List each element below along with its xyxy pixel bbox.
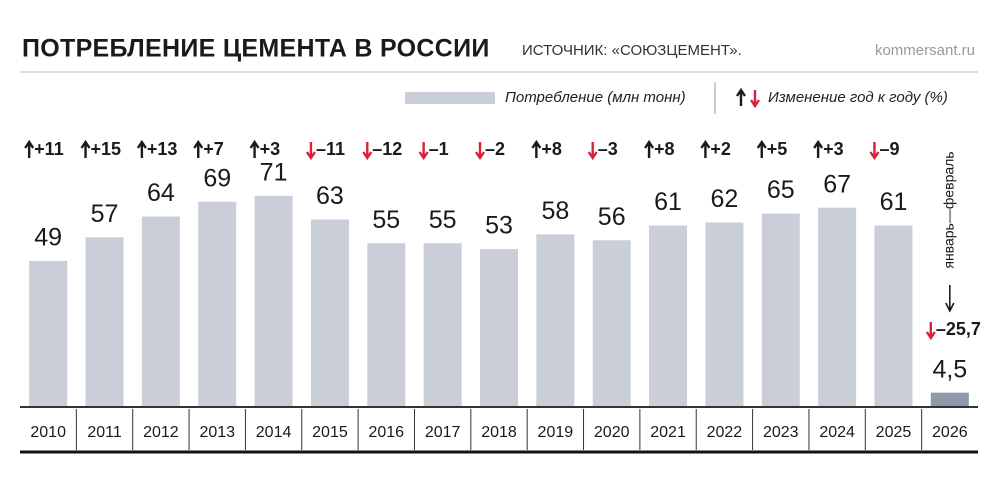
bar <box>705 222 744 406</box>
value-label: 53 <box>485 212 513 240</box>
x-tick-label: 2017 <box>425 424 461 441</box>
change-arrow <box>813 139 824 158</box>
bar <box>592 240 631 406</box>
x-tick-label: 2023 <box>763 424 799 441</box>
change-arrow <box>750 90 760 109</box>
change-label: –2 <box>485 139 505 159</box>
change-arrow <box>531 139 542 158</box>
change-label: –3 <box>598 139 618 159</box>
source: ИСТОЧНИК: «СОЮЗЦЕМЕНТ». <box>522 42 742 59</box>
value-label: 56 <box>598 203 626 231</box>
x-tick-label: 2016 <box>368 424 404 441</box>
value-label: 57 <box>91 200 119 228</box>
bar <box>423 243 462 406</box>
bar <box>818 207 857 406</box>
change-label: +8 <box>541 139 562 159</box>
change-arrow <box>305 142 316 161</box>
change-label: +11 <box>34 139 64 159</box>
x-tick-label: 2010 <box>30 424 66 441</box>
change-arrow <box>756 139 767 158</box>
bar <box>310 219 349 406</box>
annotation-arrow <box>945 285 955 313</box>
change-arrow <box>362 142 373 161</box>
change-arrow <box>736 87 746 106</box>
site: kommersant.ru <box>875 42 975 59</box>
x-tick-label: 2025 <box>876 424 912 441</box>
value-label: 64 <box>147 179 175 207</box>
change-arrow <box>700 139 711 158</box>
value-label: 67 <box>823 170 851 198</box>
change-label: –12 <box>372 139 402 159</box>
bar <box>649 225 688 406</box>
change-arrow <box>249 139 260 158</box>
change-label: +3 <box>823 139 844 159</box>
legend-label: Потребление (млн тонн) <box>505 89 686 106</box>
bar <box>141 216 180 406</box>
bar <box>85 237 124 406</box>
x-tick-label: 2011 <box>87 424 122 441</box>
bar <box>367 243 406 406</box>
x-tick-label: 2018 <box>481 424 517 441</box>
bar <box>29 260 68 406</box>
chart-title: ПОТРЕБЛЕНИЕ ЦЕМЕНТА В РОССИИ <box>22 35 490 63</box>
change-label: +7 <box>203 139 224 159</box>
change-arrow <box>925 322 936 341</box>
value-label: 61 <box>654 188 682 216</box>
change-label: +15 <box>91 139 122 159</box>
bar <box>761 213 800 406</box>
legend-label: Изменение год к году (%) <box>768 89 948 106</box>
x-tick-label: 2015 <box>312 424 348 441</box>
change-arrow <box>475 142 485 161</box>
value-label: 61 <box>880 188 908 216</box>
change-arrow <box>644 139 655 158</box>
change-arrow <box>24 139 35 158</box>
value-label: 62 <box>711 185 739 213</box>
x-tick-label: 2022 <box>707 424 743 441</box>
change-arrow <box>136 139 147 158</box>
bar <box>198 201 237 406</box>
change-label: –25,7 <box>936 319 981 339</box>
value-label: 55 <box>429 206 457 234</box>
change-label: +2 <box>710 139 731 159</box>
x-tick-label: 2014 <box>256 424 292 441</box>
value-label: 63 <box>316 182 344 210</box>
x-tick-label: 2026 <box>932 424 968 441</box>
bar <box>930 392 969 406</box>
x-tick-label: 2021 <box>650 424 686 441</box>
bar <box>254 195 293 406</box>
change-arrow <box>587 142 598 161</box>
change-arrow <box>193 139 204 158</box>
change-arrow <box>418 142 429 161</box>
change-label: –1 <box>429 139 449 159</box>
x-tick-label: 2013 <box>199 424 235 441</box>
value-label: 58 <box>541 197 569 225</box>
value-label: 4,5 <box>932 355 967 383</box>
change-label: +3 <box>260 139 281 159</box>
change-label: –9 <box>879 139 899 159</box>
value-label: 65 <box>767 176 795 204</box>
bar <box>874 225 913 406</box>
value-label: 55 <box>372 206 400 234</box>
annotation: январь—февраль <box>941 151 957 268</box>
value-label: 69 <box>203 164 231 192</box>
legend-swatch <box>405 92 495 104</box>
change-label: +13 <box>147 139 178 159</box>
x-tick-label: 2024 <box>819 424 855 441</box>
value-label: 71 <box>260 158 288 186</box>
change-label: –11 <box>316 139 345 159</box>
x-tick-label: 2020 <box>594 424 630 441</box>
change-arrow <box>80 139 91 158</box>
change-label: +5 <box>767 139 788 159</box>
bar <box>536 234 575 406</box>
bar <box>480 249 518 406</box>
change-label: +8 <box>654 139 675 159</box>
value-label: 49 <box>34 224 62 252</box>
x-tick-label: 2019 <box>538 424 574 441</box>
x-tick-label: 2012 <box>143 424 179 441</box>
change-arrow <box>869 142 880 161</box>
